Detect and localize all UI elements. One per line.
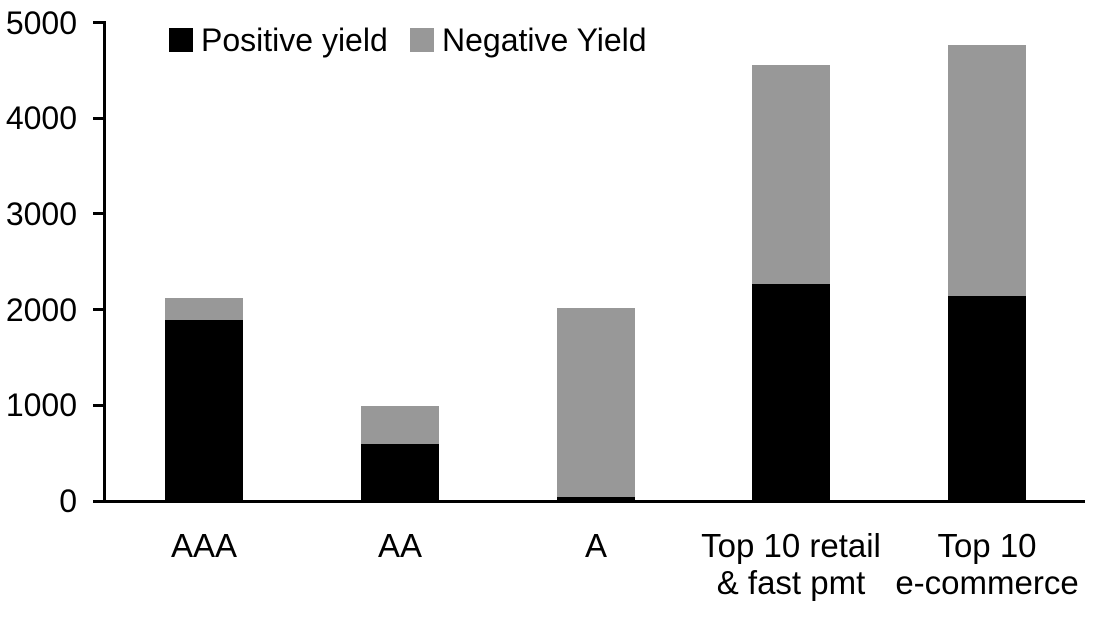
bar-segment-positive-yield [557, 497, 635, 501]
bar-segment-negative-yield [948, 45, 1026, 297]
bar-segment-positive-yield [752, 283, 830, 501]
bar-segment-negative-yield [361, 406, 439, 444]
y-tick-mark [93, 403, 103, 407]
bar-top-10-e-commerce [948, 45, 1026, 501]
bar-segment-positive-yield [948, 296, 1026, 501]
bar-segment-negative-yield [165, 298, 243, 321]
y-tick-label: 1000 [5, 387, 77, 424]
bar-top-10-retail-fast-pmt [752, 64, 830, 501]
x-axis-line [103, 499, 1085, 503]
x-axis-label: A [584, 527, 607, 564]
y-tick-label: 5000 [5, 4, 77, 41]
legend-swatch-positive-yield [169, 28, 193, 52]
bar-segment-positive-yield [165, 320, 243, 501]
y-tick-label: 2000 [5, 291, 77, 328]
x-axis-label: Top 10 e-commerce [895, 527, 1079, 601]
y-tick-mark [93, 499, 103, 503]
bar-aaa [165, 298, 243, 501]
y-tick-mark [93, 212, 103, 216]
y-tick-label: 4000 [5, 100, 77, 137]
bar-segment-negative-yield [752, 64, 830, 284]
x-axis-label: Top 10 retail & fast pmt [701, 527, 881, 601]
bar-segment-positive-yield [361, 443, 439, 501]
y-tick-label: 3000 [5, 195, 77, 232]
y-tick-mark [93, 21, 103, 24]
y-tick-mark [93, 308, 103, 312]
x-axis-label: AAA [170, 527, 238, 564]
legend-item-positive-yield: Positive yield [169, 22, 388, 58]
bar-a [557, 307, 635, 501]
legend-label-negative-yield: Negative Yield [442, 22, 647, 58]
y-axis-line [103, 21, 106, 503]
y-tick-label: 0 [59, 483, 77, 519]
bar-segment-negative-yield [557, 307, 635, 498]
bar-aa [361, 406, 439, 501]
y-tick-mark [93, 116, 103, 120]
x-axis-label: AA [377, 527, 423, 564]
legend-label-positive-yield: Positive yield [201, 22, 388, 58]
legend-swatch-negative-yield [410, 28, 434, 52]
legend-item-negative-yield: Negative Yield [410, 22, 647, 58]
